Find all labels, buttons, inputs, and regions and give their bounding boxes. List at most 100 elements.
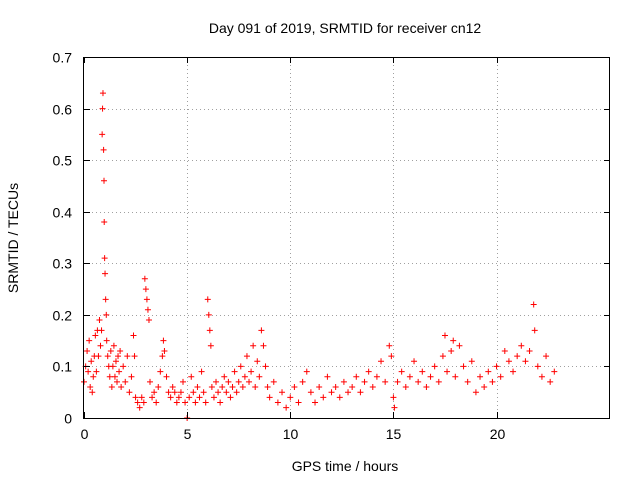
y-tick-label: 0.1: [53, 359, 73, 375]
data-point: [332, 384, 339, 391]
data-point: [95, 353, 102, 360]
data-point: [423, 384, 430, 391]
data-point: [134, 399, 141, 406]
data-point: [140, 399, 147, 406]
data-point: [543, 353, 550, 360]
chart-title: Day 091 of 2019, SRMTID for receiver cn1…: [209, 20, 482, 36]
data-point: [120, 363, 127, 370]
data-point: [270, 378, 277, 385]
data-point: [210, 394, 217, 401]
data-point: [161, 347, 168, 354]
data-point: [497, 373, 504, 380]
data-point: [159, 353, 166, 360]
data-point: [307, 389, 314, 396]
data-point: [196, 394, 203, 401]
data-point: [97, 342, 104, 349]
data-point: [531, 327, 538, 334]
data-point: [145, 317, 152, 324]
y-tick-label: 0.7: [53, 50, 73, 66]
data-point: [526, 347, 533, 354]
data-point: [260, 342, 267, 349]
data-points: [81, 90, 558, 421]
axis-ticks: 0 0.1 0.2 0.3 0.4 0.5 0.6 0.7 0 5 10 15 20: [53, 50, 610, 442]
data-point: [173, 399, 180, 406]
data-point: [340, 378, 347, 385]
y-tick-label: 0: [64, 411, 72, 427]
data-point: [477, 373, 484, 380]
data-point: [252, 384, 259, 391]
data-point: [534, 363, 541, 370]
data-point: [287, 394, 294, 401]
data-point: [530, 301, 537, 308]
grid-lines: [84, 57, 610, 418]
data-point: [394, 378, 401, 385]
data-point: [378, 358, 385, 365]
data-point: [460, 363, 467, 370]
data-point: [131, 353, 138, 360]
data-point: [279, 389, 286, 396]
data-point: [101, 219, 108, 226]
data-point: [219, 384, 226, 391]
data-point: [510, 368, 517, 375]
data-point: [241, 373, 248, 380]
data-point: [182, 399, 189, 406]
data-point: [208, 384, 215, 391]
data-point: [90, 373, 97, 380]
data-point: [122, 378, 129, 385]
data-point: [439, 353, 446, 360]
data-point: [221, 373, 228, 380]
data-point: [130, 332, 137, 339]
data-point: [361, 378, 368, 385]
data-point: [398, 368, 405, 375]
y-tick-label: 0.4: [53, 205, 73, 221]
data-point: [227, 394, 234, 401]
data-point: [124, 353, 131, 360]
plot-frame: [83, 57, 610, 419]
data-point: [427, 373, 434, 380]
data-point: [155, 384, 162, 391]
data-point: [411, 358, 418, 365]
data-point: [112, 358, 119, 365]
data-point: [489, 378, 496, 385]
data-point: [143, 296, 150, 303]
data-point: [373, 373, 380, 380]
data-point: [92, 332, 99, 339]
data-point: [96, 317, 103, 324]
data-point: [111, 373, 118, 380]
data-point: [472, 389, 479, 396]
data-point: [109, 363, 116, 370]
data-point: [138, 394, 145, 401]
data-point: [99, 90, 106, 97]
data-point: [115, 353, 122, 360]
y-tick-label: 0.2: [53, 308, 73, 324]
data-point: [233, 389, 240, 396]
data-point: [89, 389, 96, 396]
data-point: [485, 368, 492, 375]
x-tick-label: 0: [81, 426, 89, 442]
data-point: [126, 389, 133, 396]
data-point: [295, 399, 302, 406]
data-point: [147, 378, 154, 385]
data-point: [207, 342, 214, 349]
data-point: [144, 306, 151, 313]
data-point: [100, 146, 107, 153]
data-point: [84, 347, 91, 354]
y-tick-label: 0.3: [53, 256, 73, 272]
data-point: [448, 347, 455, 354]
data-point: [441, 332, 448, 339]
data-point: [501, 347, 508, 354]
data-point: [205, 311, 212, 318]
data-point: [248, 368, 255, 375]
data-point: [188, 373, 195, 380]
data-point: [456, 342, 463, 349]
data-point: [231, 368, 238, 375]
data-point: [175, 394, 182, 401]
data-point: [141, 275, 148, 282]
data-point: [153, 399, 160, 406]
data-point: [264, 384, 271, 391]
data-point: [107, 347, 114, 354]
data-point: [493, 363, 500, 370]
data-point: [353, 373, 360, 380]
data-point: [88, 358, 95, 365]
data-point: [117, 347, 124, 354]
